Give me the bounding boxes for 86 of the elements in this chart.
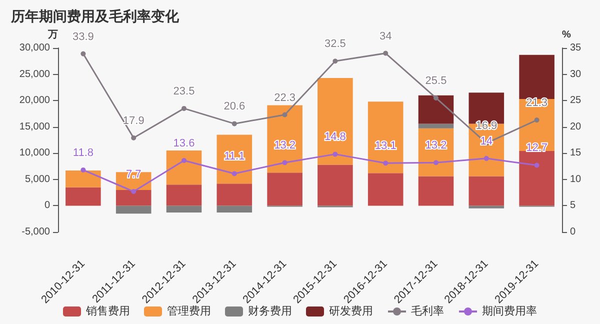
point — [383, 50, 388, 56]
data-label: 23.5 — [173, 85, 195, 98]
y2-tick-label: 25 — [570, 95, 582, 106]
bar — [166, 206, 202, 213]
data-label: 11.8 — [72, 146, 94, 159]
data-label: 25.5 — [425, 74, 447, 87]
point — [383, 160, 388, 166]
y2-tick-label: 10 — [570, 174, 582, 185]
point — [332, 58, 338, 64]
point — [484, 156, 489, 161]
point — [534, 162, 540, 168]
data-label: 22.3 — [274, 92, 296, 104]
data-label: 13.1 — [374, 140, 396, 152]
point — [332, 152, 338, 157]
y-tick-label: -5,000 — [22, 226, 50, 238]
y-tick-label: 15,000 — [19, 121, 50, 132]
data-label: 13.6 — [173, 138, 195, 150]
bar — [368, 102, 404, 174]
data-label: 17.9 — [122, 114, 144, 127]
bar — [318, 78, 353, 165]
legend-label: 销售费用 — [85, 304, 130, 318]
data-label: 34 — [379, 30, 392, 42]
bar — [318, 164, 353, 206]
bar — [216, 206, 252, 213]
bar — [216, 184, 252, 206]
data-label: 13.2 — [274, 140, 296, 152]
point — [434, 160, 438, 166]
bar — [166, 184, 202, 206]
point — [131, 135, 136, 140]
data-label: 12.7 — [526, 142, 548, 154]
point — [282, 112, 288, 118]
data-label: 21.3 — [526, 97, 548, 110]
point — [534, 118, 540, 123]
legend-label: 期间费用率 — [482, 304, 537, 318]
bar — [66, 170, 101, 188]
y2-tick-label: 20 — [570, 121, 582, 132]
data-label: 13.2 — [425, 140, 447, 152]
y2-axis-title: % — [562, 30, 571, 40]
legend-label: 研发费用 — [329, 304, 373, 318]
bar — [368, 173, 404, 206]
bar — [468, 206, 504, 208]
point — [282, 160, 288, 166]
point — [232, 121, 237, 126]
y-tick-label: 10,000 — [19, 148, 50, 159]
point — [182, 158, 186, 163]
data-label: 16.9 — [476, 120, 498, 132]
bar — [216, 134, 252, 184]
point — [80, 167, 86, 172]
data-label: 32.5 — [324, 38, 346, 50]
data-label: 11.1 — [224, 150, 245, 163]
bar — [418, 95, 454, 124]
bar — [519, 54, 554, 99]
y2-tick-label: 35 — [570, 42, 582, 54]
y-tick-label: 0 — [44, 200, 50, 212]
bar — [116, 206, 152, 214]
y-tick-label: 25,000 — [19, 68, 50, 80]
bar — [267, 105, 302, 173]
data-label: 20.6 — [224, 100, 246, 113]
y-tick-label: 30,000 — [19, 42, 50, 54]
y-tick-label: 5,000 — [24, 174, 50, 185]
bar — [267, 172, 302, 206]
legend-label: 财务费用 — [248, 304, 292, 318]
bar — [66, 187, 101, 206]
bar — [166, 150, 202, 185]
point — [232, 171, 237, 176]
point — [131, 189, 136, 194]
point — [182, 106, 186, 111]
legend-label: 管理费用 — [167, 304, 211, 318]
bar — [116, 190, 152, 206]
data-label: 33.9 — [72, 30, 94, 43]
point — [80, 51, 86, 56]
bar — [418, 124, 454, 128]
bar — [519, 151, 554, 206]
y-axis-title: 万 — [47, 30, 58, 40]
bar — [418, 176, 454, 206]
legend-label: 毛利率 — [411, 304, 444, 318]
chart-title: 历年期间费用及毛利率变化 — [10, 8, 180, 24]
data-label: 7.7 — [126, 168, 142, 181]
y2-tick-label: 5 — [570, 200, 576, 212]
data-label: 14.8 — [324, 131, 346, 144]
point — [434, 95, 438, 100]
y2-tick-label: 30 — [570, 68, 582, 80]
y2-tick-label: 15 — [570, 148, 582, 159]
y2-tick-label: 0 — [570, 226, 576, 238]
bar — [468, 176, 504, 206]
y-tick-label: 20,000 — [19, 95, 50, 106]
